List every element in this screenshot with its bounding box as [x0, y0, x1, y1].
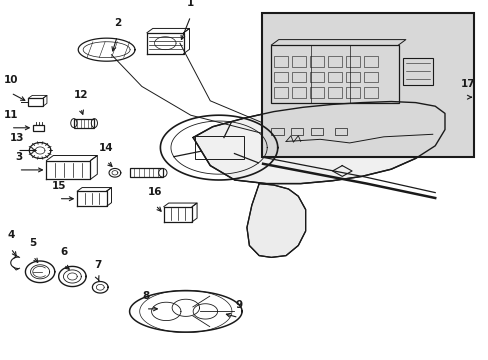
Bar — [334, 128, 346, 135]
Text: 1: 1 — [187, 0, 194, 8]
Bar — [403, 58, 432, 85]
Bar — [327, 87, 341, 98]
Bar — [28, 98, 43, 106]
Bar — [309, 72, 323, 82]
Bar — [291, 72, 305, 82]
Bar — [271, 128, 283, 135]
Text: 14: 14 — [99, 143, 114, 153]
Bar — [273, 72, 287, 82]
Bar — [74, 118, 94, 127]
Bar — [273, 56, 287, 67]
Bar — [33, 125, 44, 131]
Bar — [346, 87, 359, 98]
Text: 10: 10 — [3, 75, 18, 85]
Bar — [364, 56, 377, 67]
Bar — [290, 128, 303, 135]
Bar — [291, 87, 305, 98]
Bar — [309, 56, 323, 67]
Polygon shape — [193, 102, 444, 184]
Text: 13: 13 — [10, 132, 24, 143]
Text: 7: 7 — [94, 260, 102, 270]
Bar — [346, 72, 359, 82]
Text: 12: 12 — [73, 90, 88, 100]
Bar — [346, 56, 359, 67]
Text: 15: 15 — [51, 181, 66, 191]
Text: 4: 4 — [7, 230, 15, 240]
Text: 11: 11 — [3, 110, 18, 120]
Text: 9: 9 — [235, 300, 242, 310]
Bar — [271, 45, 398, 103]
Bar — [364, 72, 377, 82]
Text: 6: 6 — [60, 247, 67, 257]
Polygon shape — [246, 184, 305, 257]
Bar — [291, 56, 305, 67]
Text: 2: 2 — [114, 18, 121, 28]
Bar — [273, 87, 287, 98]
Text: 16: 16 — [148, 187, 163, 197]
Bar — [194, 136, 243, 159]
Bar — [327, 56, 341, 67]
Text: 17: 17 — [460, 79, 475, 89]
Bar — [327, 72, 341, 82]
Bar — [261, 13, 473, 157]
Text: 5: 5 — [30, 238, 37, 248]
Text: 3: 3 — [15, 152, 22, 162]
Bar — [129, 168, 163, 177]
Bar — [310, 128, 322, 135]
Bar — [309, 87, 323, 98]
Text: 8: 8 — [142, 291, 149, 301]
Bar — [364, 87, 377, 98]
